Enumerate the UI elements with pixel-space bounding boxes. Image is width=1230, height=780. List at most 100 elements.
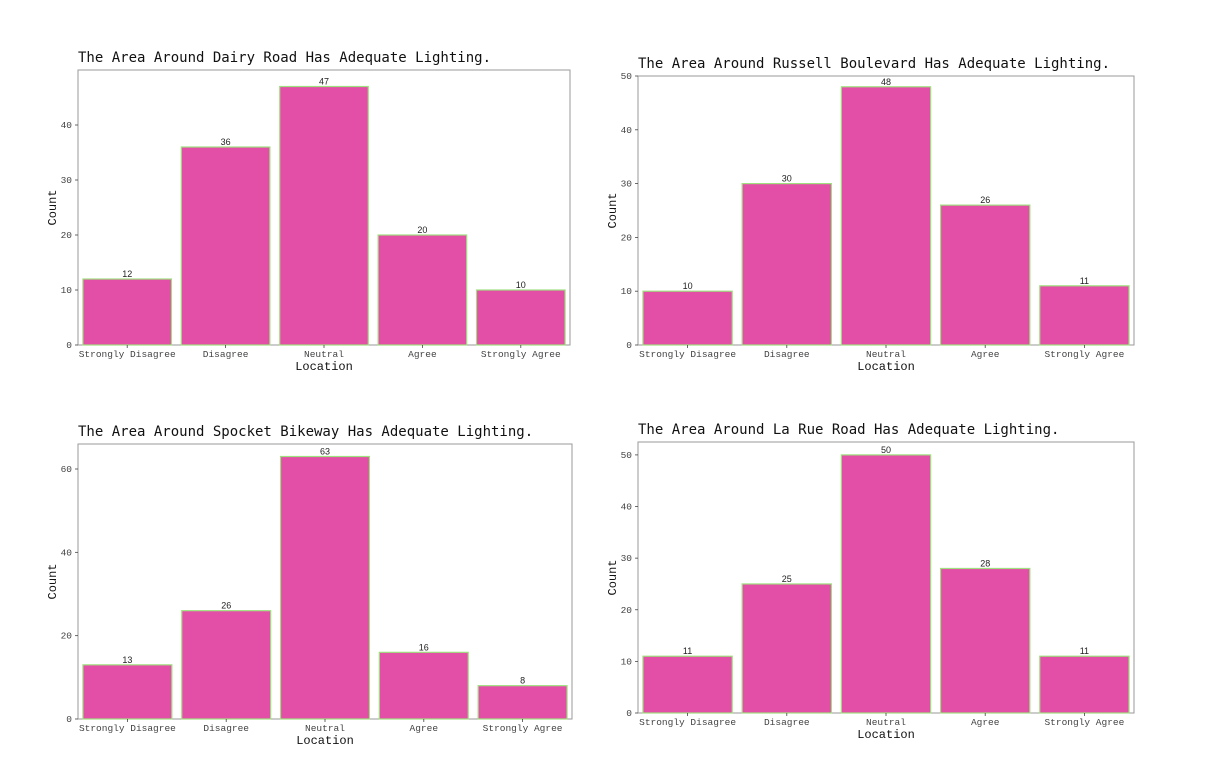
x-tick-label: Disagree bbox=[764, 717, 810, 728]
data-label: 10 bbox=[683, 281, 693, 291]
data-label: 11 bbox=[683, 646, 692, 656]
bar bbox=[279, 85, 369, 346]
x-axis-label: Location bbox=[296, 734, 354, 748]
chart-dairy-road-svg: The Area Around Dairy Road Has Adequate … bbox=[46, 50, 571, 374]
data-label: 26 bbox=[980, 195, 990, 205]
chart-russell-boulevard: The Area Around Russell Boulevard Has Ad… bbox=[600, 52, 1145, 382]
x-tick-label: Strongly Disagree bbox=[79, 723, 176, 734]
y-axis-label: Count bbox=[606, 192, 620, 228]
bar bbox=[477, 685, 568, 720]
bar bbox=[1039, 285, 1130, 346]
bar bbox=[279, 455, 371, 720]
y-tick-label: 20 bbox=[61, 230, 73, 241]
x-tick-label: Neutral bbox=[866, 717, 906, 728]
bar bbox=[181, 610, 272, 720]
bar bbox=[939, 204, 1031, 346]
data-label: 28 bbox=[980, 558, 990, 568]
bar bbox=[82, 664, 173, 720]
x-tick-label: Disagree bbox=[203, 349, 249, 360]
y-tick-label: 40 bbox=[621, 502, 633, 513]
y-tick-label: 40 bbox=[621, 125, 633, 136]
y-tick-label: 40 bbox=[61, 120, 73, 131]
y-tick-label: 50 bbox=[621, 71, 633, 82]
bar bbox=[180, 146, 271, 346]
x-tick-label: Strongly Agree bbox=[1044, 349, 1124, 360]
bar bbox=[475, 289, 566, 346]
data-label: 11 bbox=[1080, 276, 1089, 286]
y-tick-label: 30 bbox=[621, 553, 633, 564]
x-axis-label: Location bbox=[857, 360, 915, 374]
data-label: 36 bbox=[221, 137, 231, 147]
bar bbox=[741, 583, 833, 714]
data-label: 11 bbox=[1080, 646, 1089, 656]
y-tick-label: 20 bbox=[621, 605, 633, 616]
bar bbox=[939, 567, 1031, 714]
x-tick-label: Agree bbox=[410, 723, 439, 734]
x-tick-label: Neutral bbox=[304, 349, 344, 360]
y-tick-label: 0 bbox=[626, 340, 632, 351]
x-tick-label: Strongly Agree bbox=[481, 349, 561, 360]
y-tick-label: 10 bbox=[621, 656, 633, 667]
x-axis-label: Location bbox=[857, 728, 915, 742]
bar bbox=[377, 234, 468, 346]
x-tick-label: Strongly Agree bbox=[483, 723, 563, 734]
chart-spocket-bikeway: The Area Around Spocket Bikeway Has Adeq… bbox=[40, 418, 580, 748]
data-label: 20 bbox=[417, 225, 427, 235]
x-tick-label: Disagree bbox=[203, 723, 249, 734]
bar bbox=[378, 651, 469, 720]
y-tick-label: 10 bbox=[621, 286, 633, 297]
bar bbox=[642, 290, 733, 346]
chart-spocket-bikeway-svg: The Area Around Spocket Bikeway Has Adeq… bbox=[46, 424, 573, 748]
data-label: 30 bbox=[782, 174, 792, 184]
data-label: 50 bbox=[881, 445, 891, 455]
x-tick-label: Neutral bbox=[866, 349, 906, 360]
bar bbox=[82, 278, 173, 346]
y-tick-label: 40 bbox=[61, 547, 73, 558]
bar bbox=[1039, 655, 1130, 714]
data-label: 48 bbox=[881, 77, 891, 87]
y-tick-label: 10 bbox=[61, 285, 73, 296]
bar bbox=[642, 655, 733, 714]
x-axis-label: Location bbox=[295, 360, 353, 374]
x-tick-label: Disagree bbox=[764, 349, 810, 360]
y-tick-label: 50 bbox=[621, 450, 633, 461]
chart-russell-boulevard-svg: The Area Around Russell Boulevard Has Ad… bbox=[606, 56, 1135, 374]
bar bbox=[840, 454, 932, 714]
y-tick-label: 60 bbox=[61, 464, 73, 475]
data-label: 12 bbox=[122, 269, 132, 279]
data-label: 25 bbox=[782, 574, 792, 584]
x-tick-label: Strongly Disagree bbox=[639, 717, 736, 728]
chart-title: The Area Around Russell Boulevard Has Ad… bbox=[638, 56, 1110, 72]
x-tick-label: Agree bbox=[408, 349, 437, 360]
data-label: 13 bbox=[122, 655, 132, 665]
data-label: 16 bbox=[419, 642, 429, 652]
y-tick-label: 0 bbox=[626, 708, 632, 719]
x-tick-label: Strongly Disagree bbox=[79, 349, 176, 360]
y-tick-label: 0 bbox=[66, 714, 72, 725]
data-label: 26 bbox=[221, 601, 231, 611]
x-tick-label: Neutral bbox=[305, 723, 345, 734]
y-tick-label: 20 bbox=[61, 631, 73, 642]
chart-title: The Area Around La Rue Road Has Adequate… bbox=[638, 422, 1059, 438]
y-axis-label: Count bbox=[46, 563, 60, 599]
chart-dairy-road: The Area Around Dairy Road Has Adequate … bbox=[40, 48, 580, 378]
y-tick-label: 0 bbox=[66, 340, 72, 351]
chart-la-rue-road-svg: The Area Around La Rue Road Has Adequate… bbox=[606, 422, 1135, 742]
x-tick-label: Agree bbox=[971, 349, 1000, 360]
x-tick-label: Strongly Agree bbox=[1044, 717, 1124, 728]
bar bbox=[840, 86, 932, 346]
y-tick-label: 20 bbox=[621, 232, 633, 243]
y-axis-label: Count bbox=[606, 559, 620, 595]
x-tick-label: Agree bbox=[971, 717, 1000, 728]
y-tick-label: 30 bbox=[61, 175, 73, 186]
y-tick-label: 30 bbox=[621, 179, 633, 190]
chart-title: The Area Around Spocket Bikeway Has Adeq… bbox=[78, 424, 533, 440]
y-axis-label: Count bbox=[46, 189, 60, 225]
data-label: 63 bbox=[320, 447, 330, 457]
x-tick-label: Strongly Disagree bbox=[639, 349, 736, 360]
data-label: 8 bbox=[520, 676, 525, 686]
data-label: 47 bbox=[319, 77, 329, 87]
data-label: 10 bbox=[516, 280, 526, 290]
bar bbox=[741, 183, 833, 346]
chart-la-rue-road: The Area Around La Rue Road Has Adequate… bbox=[600, 418, 1145, 748]
